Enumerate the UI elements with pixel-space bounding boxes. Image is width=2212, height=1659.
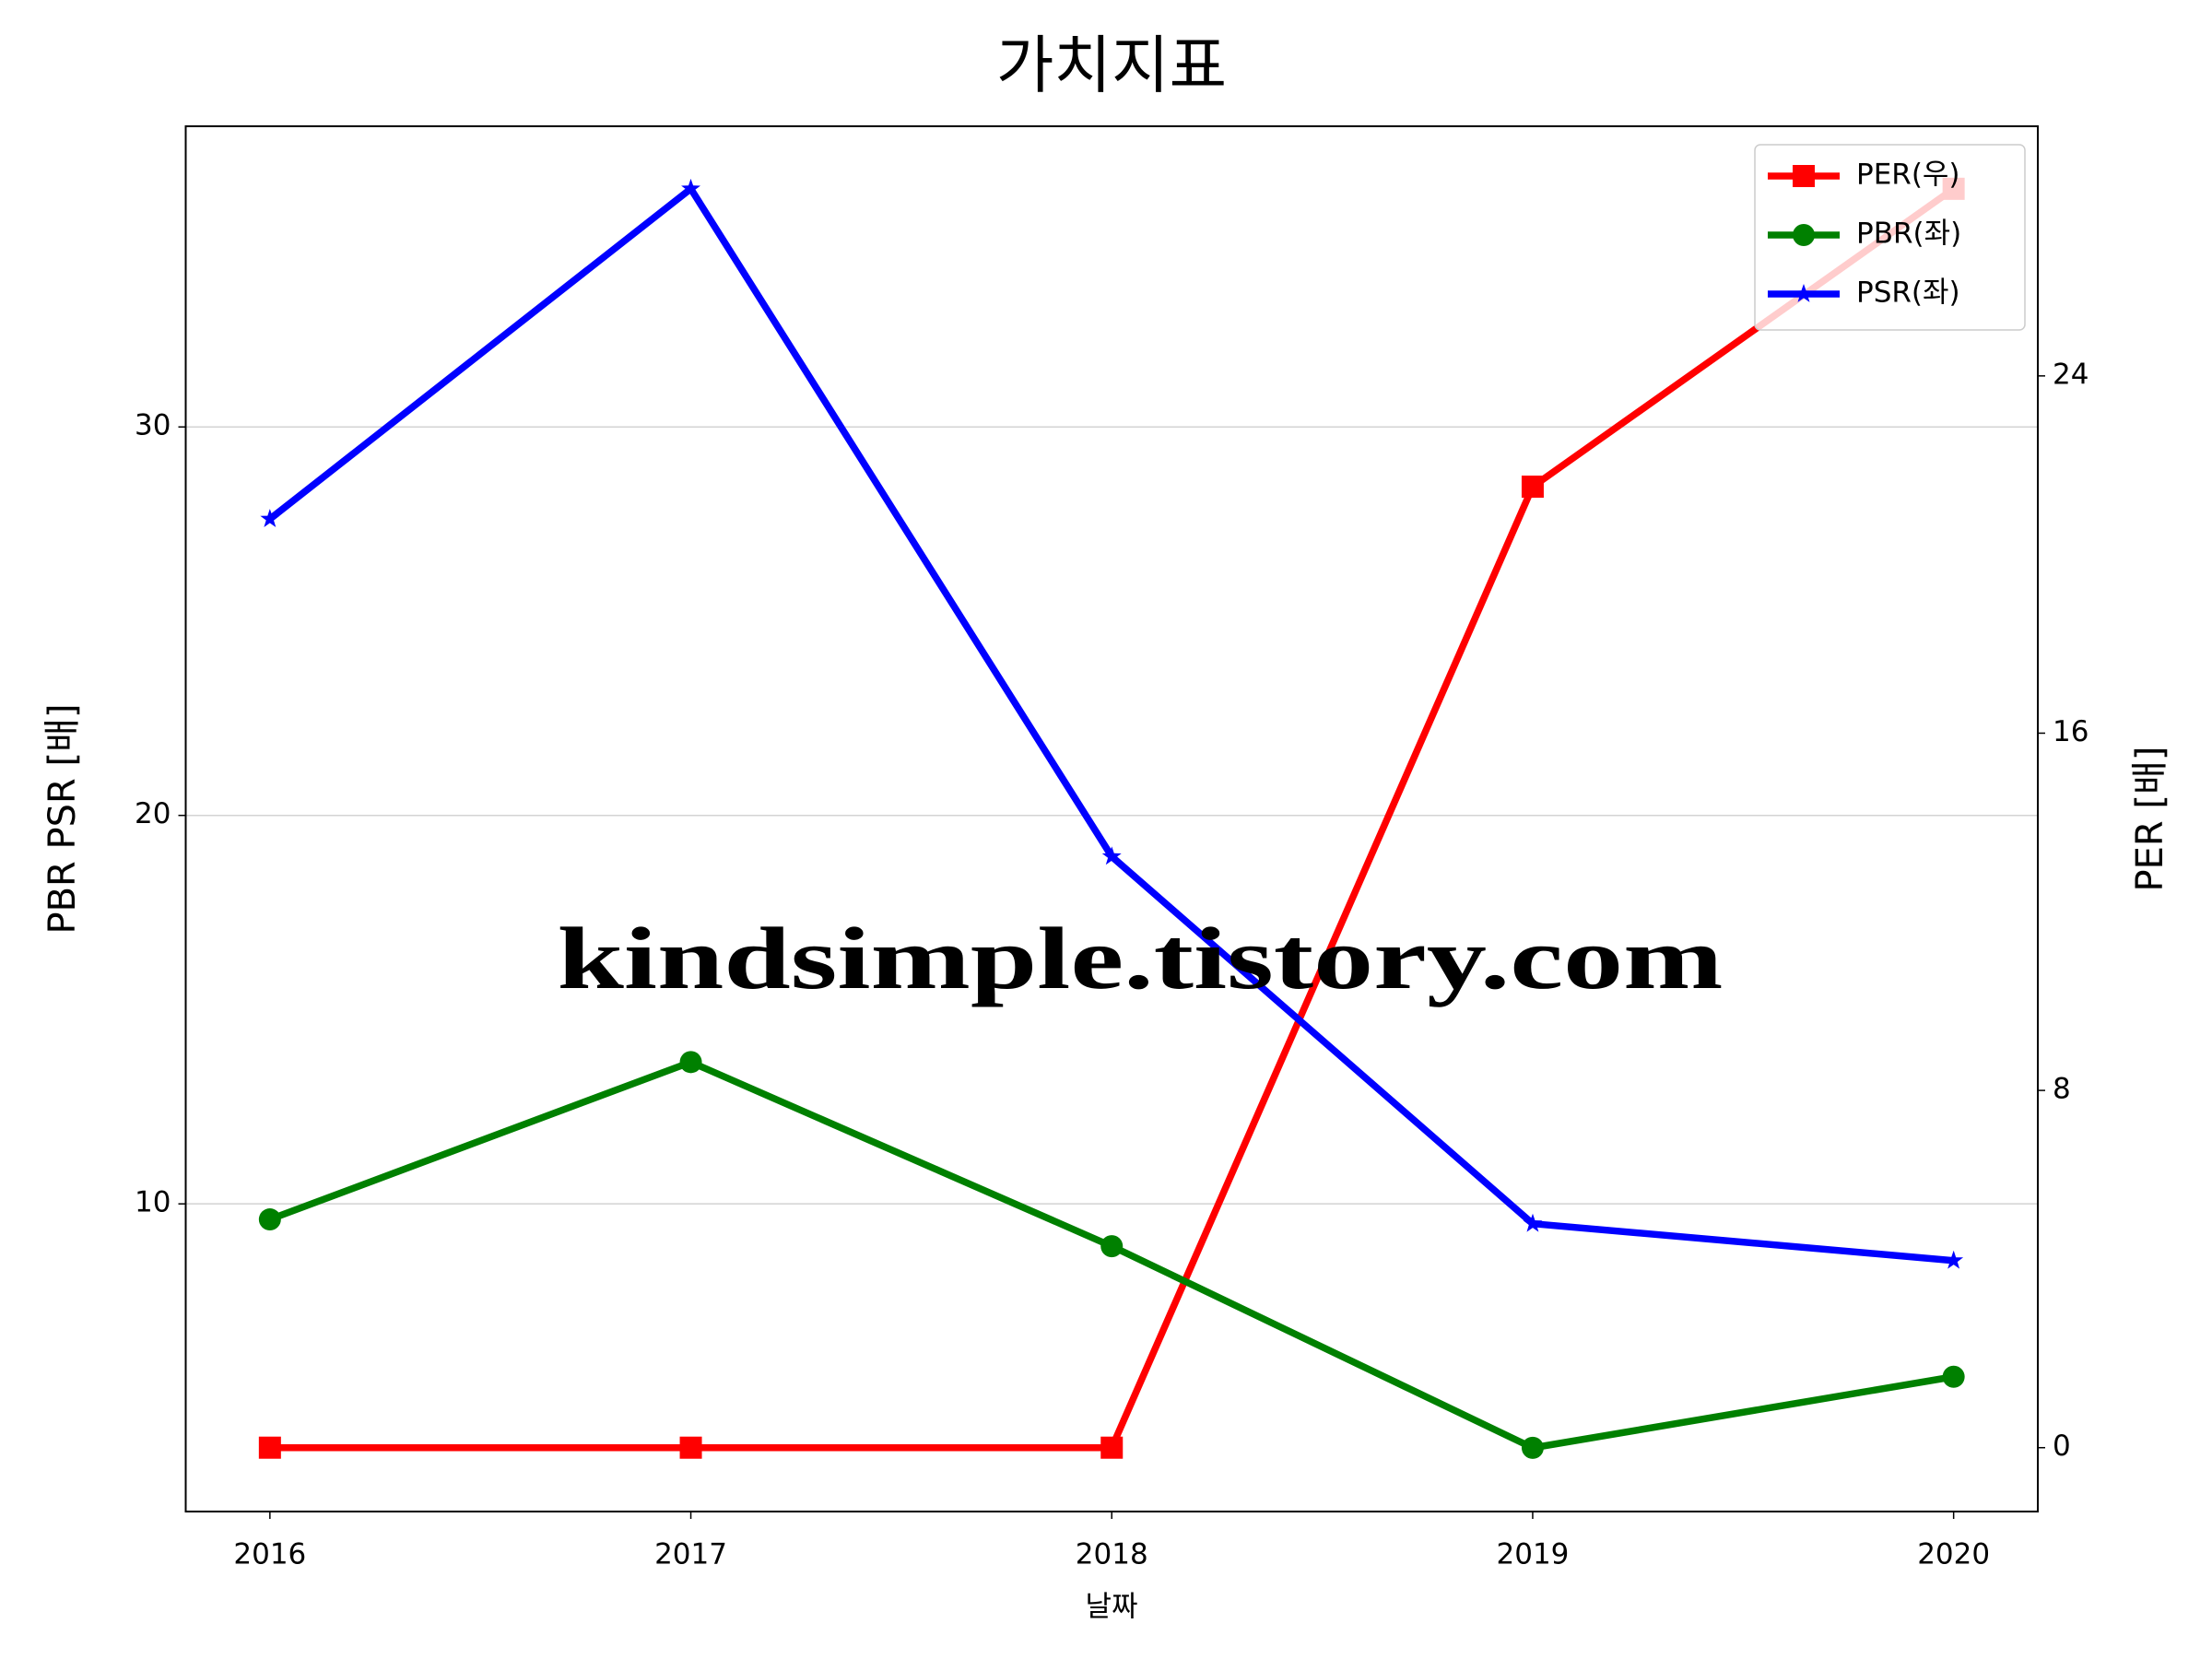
- chart-title: 가치지표: [996, 30, 1227, 103]
- point: [681, 178, 700, 197]
- y2-tick-label: 0: [2053, 1430, 2071, 1463]
- x-tick-label: 2018: [1076, 1538, 1148, 1571]
- point: [679, 1051, 702, 1074]
- y2-tick-label: 8: [2053, 1073, 2071, 1106]
- point: [1521, 476, 1544, 499]
- series: [260, 178, 1964, 1269]
- y2-axis-label: PER [배]: [2129, 747, 2171, 892]
- series: [258, 1051, 1965, 1459]
- point: [1944, 1250, 1964, 1269]
- series: [258, 177, 1965, 1459]
- legend-box: [1754, 144, 2026, 331]
- point: [1100, 1235, 1124, 1258]
- legend-label: PSR(좌): [1856, 276, 1960, 310]
- point: [260, 509, 280, 527]
- x-tick-label: 2020: [1917, 1538, 1990, 1571]
- legend-label: PBR(좌): [1856, 218, 1961, 251]
- plot-frame: [184, 125, 2039, 1512]
- legend-marker: [1793, 224, 1815, 246]
- point: [1521, 1436, 1544, 1459]
- legend-label: PER(우): [1856, 159, 1960, 192]
- point: [679, 1436, 702, 1459]
- legend-marker: [1794, 284, 1814, 302]
- y-axis-label: PBR PSR [배]: [41, 703, 84, 934]
- y-tick-label: 30: [135, 409, 171, 442]
- x-tick-label: 2019: [1497, 1538, 1570, 1571]
- watermark: kindsimple.tistory.com: [558, 909, 1724, 1007]
- y-tick-label: 20: [135, 797, 171, 830]
- x-tick-label: 2017: [654, 1538, 727, 1571]
- y2-tick-label: 16: [2053, 715, 2088, 748]
- point: [258, 1436, 281, 1459]
- y2-tick-label: 24: [2053, 358, 2088, 391]
- point: [1101, 846, 1122, 865]
- point: [1523, 1213, 1543, 1232]
- x-axis-label: 날짜: [1085, 1591, 1137, 1624]
- point: [1942, 1365, 1965, 1388]
- point: [258, 1208, 281, 1231]
- point: [1100, 1436, 1124, 1459]
- legend-marker: [1793, 165, 1815, 187]
- y-tick-label: 10: [135, 1186, 171, 1219]
- x-tick-label: 2016: [233, 1538, 306, 1571]
